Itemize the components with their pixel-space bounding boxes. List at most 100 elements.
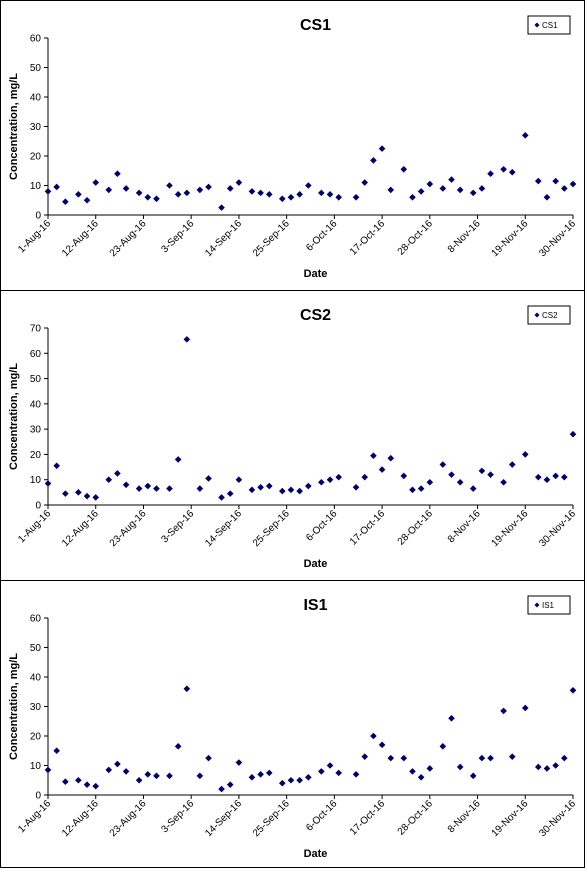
data-point xyxy=(166,485,173,492)
y-tick-label: 50 xyxy=(30,374,42,385)
y-tick-label: 40 xyxy=(30,93,42,104)
legend-label: CS1 xyxy=(542,21,558,30)
y-tick-label: 40 xyxy=(30,399,42,410)
data-point xyxy=(296,776,303,784)
x-tick-label: 6-Oct-16 xyxy=(304,798,340,834)
data-point xyxy=(534,177,542,185)
data-point xyxy=(166,772,173,780)
y-tick-label: 50 xyxy=(30,643,42,654)
data-point xyxy=(235,179,243,186)
data-point xyxy=(417,774,425,781)
x-tick-label: 6-Oct-16 xyxy=(304,218,340,254)
data-point xyxy=(183,685,191,693)
data-point xyxy=(205,754,212,762)
x-tick-label: 28-Oct-16 xyxy=(396,798,436,838)
data-point xyxy=(53,462,60,470)
data-point xyxy=(53,183,60,191)
data-point xyxy=(248,188,256,195)
data-point xyxy=(296,487,303,495)
data-point xyxy=(543,476,551,484)
data-point xyxy=(248,486,256,494)
data-point xyxy=(122,768,130,775)
data-point xyxy=(287,194,295,201)
data-point xyxy=(456,763,464,771)
x-tick-label: 8-Nov-16 xyxy=(446,798,483,835)
data-point xyxy=(326,476,334,484)
x-tick-label: 30-Nov-16 xyxy=(537,218,578,259)
legend-box xyxy=(527,305,571,325)
data-point xyxy=(257,484,264,491)
data-point xyxy=(426,765,434,772)
chart-title: CS2 xyxy=(300,307,331,324)
y-tick-label: 10 xyxy=(30,181,42,192)
data-point xyxy=(122,185,130,192)
x-axis-title: Date xyxy=(304,268,328,280)
data-point xyxy=(196,772,204,780)
data-point xyxy=(153,772,160,780)
data-point xyxy=(105,186,113,194)
chart-title: CS1 xyxy=(300,17,331,34)
data-point xyxy=(534,763,542,771)
x-tick-label: 1-Aug-16 xyxy=(16,218,53,255)
data-point xyxy=(409,194,416,201)
data-point xyxy=(166,182,173,189)
data-point xyxy=(62,778,69,786)
data-point xyxy=(114,170,121,177)
data-point xyxy=(226,490,234,497)
y-tick-label: 60 xyxy=(30,34,42,45)
data-point xyxy=(469,772,477,780)
y-tick-label: 60 xyxy=(30,614,42,625)
data-point xyxy=(305,482,312,490)
x-tick-label: 14-Sep-16 xyxy=(203,798,244,839)
data-point xyxy=(114,760,121,768)
y-axis-title: Concentration, mg/L xyxy=(8,73,20,180)
x-tick-label: 19-Nov-16 xyxy=(490,508,531,549)
x-tick-label: 25-Sep-16 xyxy=(251,508,292,549)
data-point xyxy=(439,185,447,192)
data-point xyxy=(370,452,377,459)
legend-label: IS1 xyxy=(542,601,555,610)
y-tick-label: 0 xyxy=(35,211,41,222)
legend-label: CS2 xyxy=(542,311,558,320)
x-tick-label: 1-Aug-16 xyxy=(16,798,53,835)
data-point xyxy=(561,754,568,762)
data-point xyxy=(183,336,191,343)
x-tick-label: 12-Aug-16 xyxy=(60,218,101,259)
data-point xyxy=(448,176,455,183)
data-point xyxy=(569,686,577,694)
y-tick-label: 20 xyxy=(30,152,42,163)
data-point xyxy=(361,753,369,760)
data-point xyxy=(439,743,447,750)
data-point xyxy=(569,430,577,438)
chart-cs2: CS2 0 10 20 30 40 50 60 70 1-Aug-16 12-Aug-16 23-Au… xyxy=(8,305,578,570)
data-point xyxy=(183,189,191,197)
data-point xyxy=(318,768,325,775)
x-tick-label: 28-Oct-16 xyxy=(396,508,436,548)
x-tick-label: 8-Nov-16 xyxy=(446,218,483,255)
data-point xyxy=(561,473,568,481)
x-axis-title: Date xyxy=(304,848,328,860)
data-point xyxy=(75,776,82,784)
data-point xyxy=(409,768,416,775)
data-point xyxy=(153,195,160,203)
data-point xyxy=(561,185,568,192)
data-point xyxy=(235,759,243,766)
x-tick-label: 3-Sep-16 xyxy=(159,508,196,545)
data-point xyxy=(75,489,82,496)
data-point xyxy=(456,478,464,486)
data-point xyxy=(44,480,52,487)
y-tick-label: 20 xyxy=(30,450,42,461)
data-point xyxy=(361,179,369,186)
data-point xyxy=(135,485,143,492)
x-tick-label: 8-Nov-16 xyxy=(446,508,483,545)
data-point xyxy=(370,732,377,740)
data-point xyxy=(478,185,486,192)
data-point xyxy=(417,485,425,492)
data-point xyxy=(62,490,69,497)
data-point xyxy=(174,191,182,198)
data-point xyxy=(352,771,360,778)
chart-panel-cs2: CS2 0 10 20 30 40 50 60 70 1-Aug-16 12-Aug-16 23-Au… xyxy=(0,290,585,581)
data-point xyxy=(378,145,386,152)
data-point xyxy=(456,186,464,194)
y-tick-label: 50 xyxy=(30,63,42,74)
